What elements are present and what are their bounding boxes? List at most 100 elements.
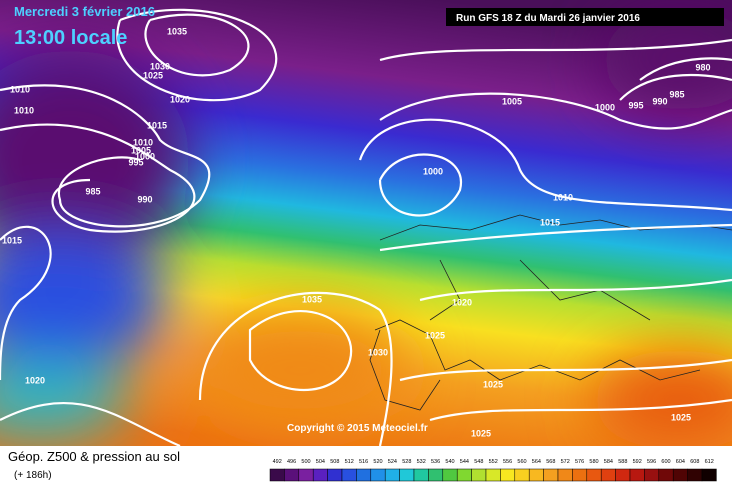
scale-swatch: [528, 468, 544, 482]
scale-swatch: [428, 468, 444, 482]
scale-label: 512: [345, 459, 354, 465]
scale-label: 540: [445, 459, 454, 465]
scale-swatch: [687, 468, 703, 482]
isobar-label: 1000: [423, 166, 443, 176]
date: Mercredi 3 février 2016: [14, 4, 155, 19]
isobar-label: 1000: [135, 151, 155, 161]
isobar-label: 1010: [10, 84, 30, 94]
scale-label: 548: [474, 459, 483, 465]
scale-label: 508: [330, 459, 339, 465]
scale-swatch: [557, 468, 573, 482]
scale-label: 504: [316, 459, 325, 465]
scale-swatch: [284, 468, 300, 482]
scale-swatch: [500, 468, 516, 482]
scale-swatch: [327, 468, 343, 482]
scale-swatch: [701, 468, 717, 482]
scale-label: 536: [431, 459, 440, 465]
scale-swatch: [442, 468, 458, 482]
scale-swatch: [370, 468, 386, 482]
scale-label: 612: [705, 459, 714, 465]
scale-label: 524: [388, 459, 397, 465]
scale-swatch: [615, 468, 631, 482]
scale-swatch: [672, 468, 688, 482]
scale-swatch: [586, 468, 602, 482]
scale-label: 560: [517, 459, 526, 465]
scale-label: 556: [503, 459, 512, 465]
isobar-label: 1025: [471, 428, 491, 438]
scale-label: 596: [647, 459, 656, 465]
scale-label: 588: [618, 459, 627, 465]
scale-swatch: [356, 468, 372, 482]
isobar-label: 985: [85, 186, 100, 196]
isobar-label: 990: [137, 194, 152, 204]
scale-label: 500: [301, 459, 310, 465]
isobar-label: 1025: [671, 412, 691, 422]
scale-swatch: [600, 468, 616, 482]
scale-label: 516: [359, 459, 368, 465]
scale-label: 568: [546, 459, 555, 465]
scale-swatch: [413, 468, 429, 482]
isobar-label: 1025: [483, 379, 503, 389]
scale-swatch: [269, 468, 285, 482]
isobar-label: 1025: [143, 70, 163, 80]
scale-label: 528: [402, 459, 411, 465]
isobar-label: 1010: [133, 137, 153, 147]
isobar-label: 1035: [167, 26, 187, 36]
isobar-label: 990: [652, 96, 667, 106]
scale-swatch: [543, 468, 559, 482]
scale-label: 520: [373, 459, 382, 465]
scale-swatch: [572, 468, 588, 482]
scale-label: 492: [273, 459, 282, 465]
scale-label: 600: [661, 459, 670, 465]
isobar-label: 1005: [502, 96, 522, 106]
isobar-label: 1035: [302, 294, 322, 304]
scale-swatch: [384, 468, 400, 482]
isobar-label: 980: [695, 62, 710, 72]
run: Run GFS 18 Z du Mardi 26 janvier 2016: [456, 13, 640, 24]
field-detail: [0, 10, 732, 450]
scale-label: 552: [489, 459, 498, 465]
scale-label: 604: [676, 459, 685, 465]
isobar-label: 1010: [14, 105, 34, 115]
scale-swatch: [341, 468, 357, 482]
scale-swatch: [399, 468, 415, 482]
isobar-label: 995: [628, 100, 643, 110]
scale-label: 572: [561, 459, 570, 465]
time: 13:00 locale: [14, 27, 127, 49]
scale-swatch: [629, 468, 645, 482]
color-scale: 492 496 500 504 508 512 516 520 524 528 532 536 540 5…: [269, 459, 717, 482]
scale-label: 544: [460, 459, 469, 465]
scale-label: 608: [690, 459, 699, 465]
isobars: [0, 8, 732, 448]
isobar-label: 1005: [131, 145, 151, 155]
isobar-label: 1030: [150, 61, 170, 71]
isobar-label: 985: [669, 89, 684, 99]
scale-swatch: [312, 468, 328, 482]
scale-swatch: [658, 468, 674, 482]
scale-swatch: [485, 468, 501, 482]
scale-label: 584: [604, 459, 613, 465]
isobar-label: 1015: [540, 217, 560, 227]
isobar-label: 1015: [2, 235, 22, 245]
isobar-label: 995: [128, 157, 143, 167]
scale-label: 496: [287, 459, 296, 465]
isobar-label: 1020: [25, 375, 45, 385]
isobar-label: 1000: [595, 102, 615, 112]
scale-swatch: [644, 468, 660, 482]
isobar-label: 1015: [147, 120, 167, 130]
copyright: Copyright © 2015 Meteociel.fr: [287, 423, 428, 434]
scale-label: 564: [532, 459, 541, 465]
scale-label: 580: [589, 459, 598, 465]
isobar-label: 1020: [452, 297, 472, 307]
run-box: [446, 8, 724, 26]
footer-title: Géop. Z500 & pression au sol: [8, 449, 180, 464]
scale-swatch: [456, 468, 472, 482]
isobar-label: 1025: [425, 330, 445, 340]
scale-label: 532: [417, 459, 426, 465]
scale-swatch: [298, 468, 314, 482]
scale-swatch: [514, 468, 530, 482]
isobar-label: 1030: [368, 347, 388, 357]
isobar-label: 1010: [553, 192, 573, 202]
scale-label: 592: [633, 459, 642, 465]
